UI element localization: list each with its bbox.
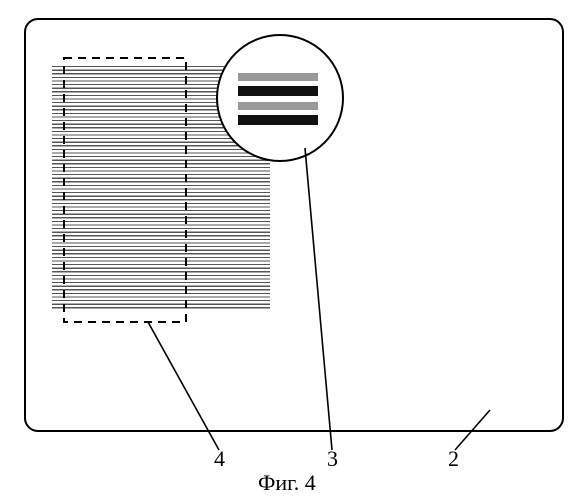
magnifier-circle bbox=[216, 34, 344, 162]
magnifier-bar bbox=[238, 102, 318, 110]
callout-label-2: 2 bbox=[448, 448, 459, 470]
callout-label-3: 3 bbox=[327, 448, 338, 470]
figure-caption: Фиг. 4 bbox=[258, 472, 316, 494]
magnifier-bar bbox=[238, 73, 318, 81]
figure-stage: 4 3 2 Фиг. 4 bbox=[0, 0, 588, 500]
callout-label-4: 4 bbox=[214, 448, 225, 470]
magnifier-bar bbox=[238, 115, 318, 125]
magnifier-bar bbox=[238, 86, 318, 96]
